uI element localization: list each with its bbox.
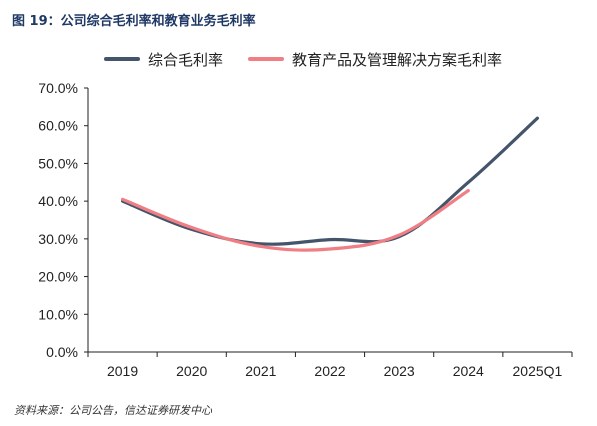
legend-label-series-1: 综合毛利率 [148,50,224,69]
x-tick-label: 2019 [107,363,138,379]
legend-swatch-series-2 [248,57,284,61]
y-tick-label: 40.0% [38,193,78,209]
series-lines [121,116,539,252]
x-tick-label: 2024 [453,363,484,379]
legend-item-series-1: 综合毛利率 [104,48,223,70]
legend-swatch-series-1 [104,57,140,61]
legend-label-series-2: 教育产品及管理解决方案毛利率 [292,50,503,69]
x-tick-label: 2022 [314,363,345,379]
x-tick-label: 2023 [384,363,415,379]
x-tick-label: 2020 [176,363,207,379]
y-tick-label: 70.0% [38,80,78,96]
y-tick-label: 20.0% [38,269,78,285]
chart-legend: 综合毛利率 教育产品及管理解决方案毛利率 [0,48,597,70]
y-tick-label: 50.0% [38,155,78,171]
series-line-2 [121,189,470,252]
x-tick-label: 2025Q1 [513,363,563,379]
y-tick-label: 0.0% [46,344,78,360]
legend-item-series-2: 教育产品及管理解决方案毛利率 [248,48,502,70]
y-tick-labels: 0.0% 10.0% 20.0% 30.0% 40.0% 50.0% 60.0% 70.0% [38,80,78,360]
x-tick-label: 2021 [245,363,276,379]
chart-axes [84,87,573,357]
y-tick-label: 30.0% [38,231,78,247]
figure-title: 图 19：公司综合毛利率和教育业务毛利率 [12,14,256,29]
y-tick-label: 60.0% [38,118,78,134]
source-note: 资料来源：公司公告，信达证券研发中心 [14,404,212,417]
y-tick-label: 10.0% [38,306,78,322]
series-line-1 [121,116,539,246]
x-tick-labels: 2019 2020 2021 2022 2023 2024 2025Q1 [107,363,563,379]
